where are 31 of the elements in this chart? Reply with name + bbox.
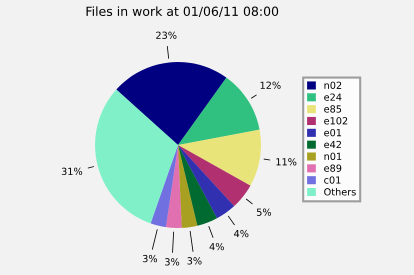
- legend-label: e24: [324, 93, 342, 101]
- data-label: 3%: [187, 257, 202, 265]
- data-label: 4%: [210, 242, 224, 250]
- pie-slice: [178, 145, 198, 228]
- legend-label: e102: [324, 117, 348, 124]
- data-label: 31%: [62, 168, 82, 176]
- data-label: 4%: [234, 230, 248, 238]
- pie-slice: [95, 90, 178, 224]
- data-label: 11%: [276, 158, 296, 166]
- data-label: 3%: [165, 258, 180, 266]
- legend-label: e42: [324, 140, 341, 148]
- pie-slice: [178, 78, 260, 146]
- legend-label: e01: [324, 128, 342, 136]
- chart-title: Files in work at 01/06/11 08:00: [86, 6, 278, 17]
- legend-label: n02: [324, 82, 342, 89]
- legend-label: e85: [324, 105, 342, 113]
- legend-label: Others: [324, 188, 356, 196]
- data-label: 23%: [156, 32, 176, 39]
- pie-slice: [178, 145, 250, 206]
- pie-slice: [150, 145, 178, 228]
- pie-slice: [166, 145, 182, 228]
- legend-label: e89: [324, 164, 342, 172]
- pie-slice: [178, 130, 261, 186]
- data-label: 5%: [256, 208, 272, 216]
- pie-slice: [178, 145, 217, 226]
- pie-slice: [178, 145, 234, 218]
- data-label: 12%: [260, 82, 281, 89]
- data-label: 3%: [142, 254, 158, 262]
- legend-label: n01: [324, 152, 342, 160]
- legend-label: c01: [324, 176, 340, 184]
- pie-slice: [116, 62, 226, 146]
